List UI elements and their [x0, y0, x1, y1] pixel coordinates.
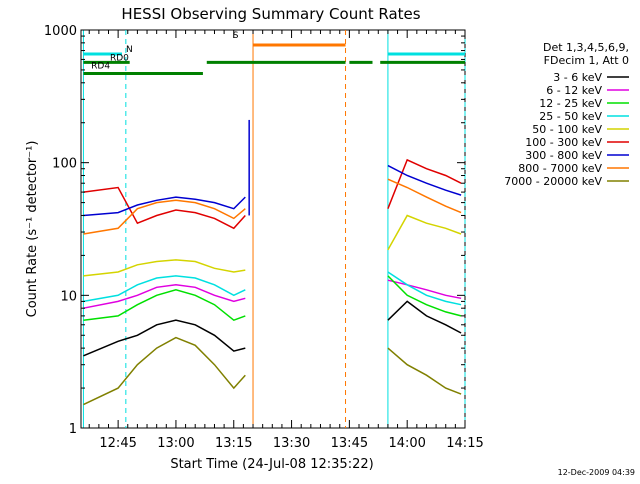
series-line-3-0 — [83, 275, 246, 303]
series-line-8-0 — [83, 336, 246, 406]
x-tick-label: 13:30 — [273, 436, 310, 451]
y-tick-label: 100 — [52, 157, 77, 172]
legend-label: 7000 - 20000 keV — [504, 175, 602, 188]
legend: Det 1,3,4,5,6,9,FDecim 1, Att 0 3 - 6 keV… — [504, 41, 629, 188]
series-line-7-1 — [387, 178, 462, 214]
x-tick-label: 13:00 — [157, 436, 194, 451]
legend-label: 50 - 100 keV — [532, 123, 602, 136]
series-line-4-0 — [83, 259, 246, 277]
chart-title: HESSI Observing Summary Count Rates — [121, 5, 420, 23]
series-line-1-1 — [387, 279, 462, 300]
legend-header: Det 1,3,4,5,6,9, — [543, 41, 629, 54]
legend-label: 12 - 25 keV — [539, 97, 602, 110]
series-line-6-0 — [83, 196, 246, 217]
x-tick-label: 14:15 — [446, 436, 483, 451]
series-line-2-1 — [387, 275, 462, 317]
axis-layer: 1 10 100 1000 12:45 13:00 13:15 13:30 13:45 14:00… — [44, 24, 484, 451]
legend-label: 300 - 800 keV — [525, 149, 602, 162]
y-tick-label: 10 — [60, 289, 77, 304]
legend-label: 800 - 7000 keV — [518, 162, 602, 175]
series-line-8-1 — [387, 347, 462, 395]
timestamp: 12-Dec-2009 04:39 — [558, 468, 635, 477]
y-tick-label: 1000 — [44, 24, 77, 39]
series-line-5-0 — [83, 186, 246, 230]
x-tick-label: 13:45 — [331, 436, 368, 451]
series-line-0-0 — [83, 319, 246, 357]
y-tick-label: 1 — [69, 422, 77, 437]
series-line-5-1 — [387, 158, 462, 209]
flag-label-rd4: RD4 — [91, 62, 110, 72]
flag-label-rd0: RD0 — [110, 53, 129, 63]
x-tick-label: 12:45 — [99, 436, 136, 451]
series-line-6-1 — [387, 164, 462, 196]
series-line-1-0 — [83, 284, 246, 309]
flag-label-s: S — [233, 31, 239, 41]
x-tick-label: 13:15 — [215, 436, 252, 451]
series-line-4-1 — [387, 214, 462, 251]
series-line-0-1 — [387, 300, 462, 334]
legend-header: FDecim 1, Att 0 — [544, 54, 629, 67]
series-line-3-1 — [387, 271, 462, 306]
plot-frame — [80, 29, 466, 429]
series-line-7-0 — [83, 199, 246, 235]
series-line-2-0 — [83, 289, 246, 322]
legend-label: 3 - 6 keV — [553, 71, 602, 84]
x-tick-label: 14:00 — [388, 436, 425, 451]
flag-label-n: N — [126, 45, 133, 55]
y-axis-label: Count Rate (s⁻¹ detector⁻¹) — [25, 141, 40, 318]
legend-label: 25 - 50 keV — [539, 110, 602, 123]
legend-label: 6 - 12 keV — [546, 84, 602, 97]
legend-label: 100 - 300 keV — [525, 136, 602, 149]
x-axis-label: Start Time (24-Jul-08 12:35:22) — [170, 457, 373, 472]
